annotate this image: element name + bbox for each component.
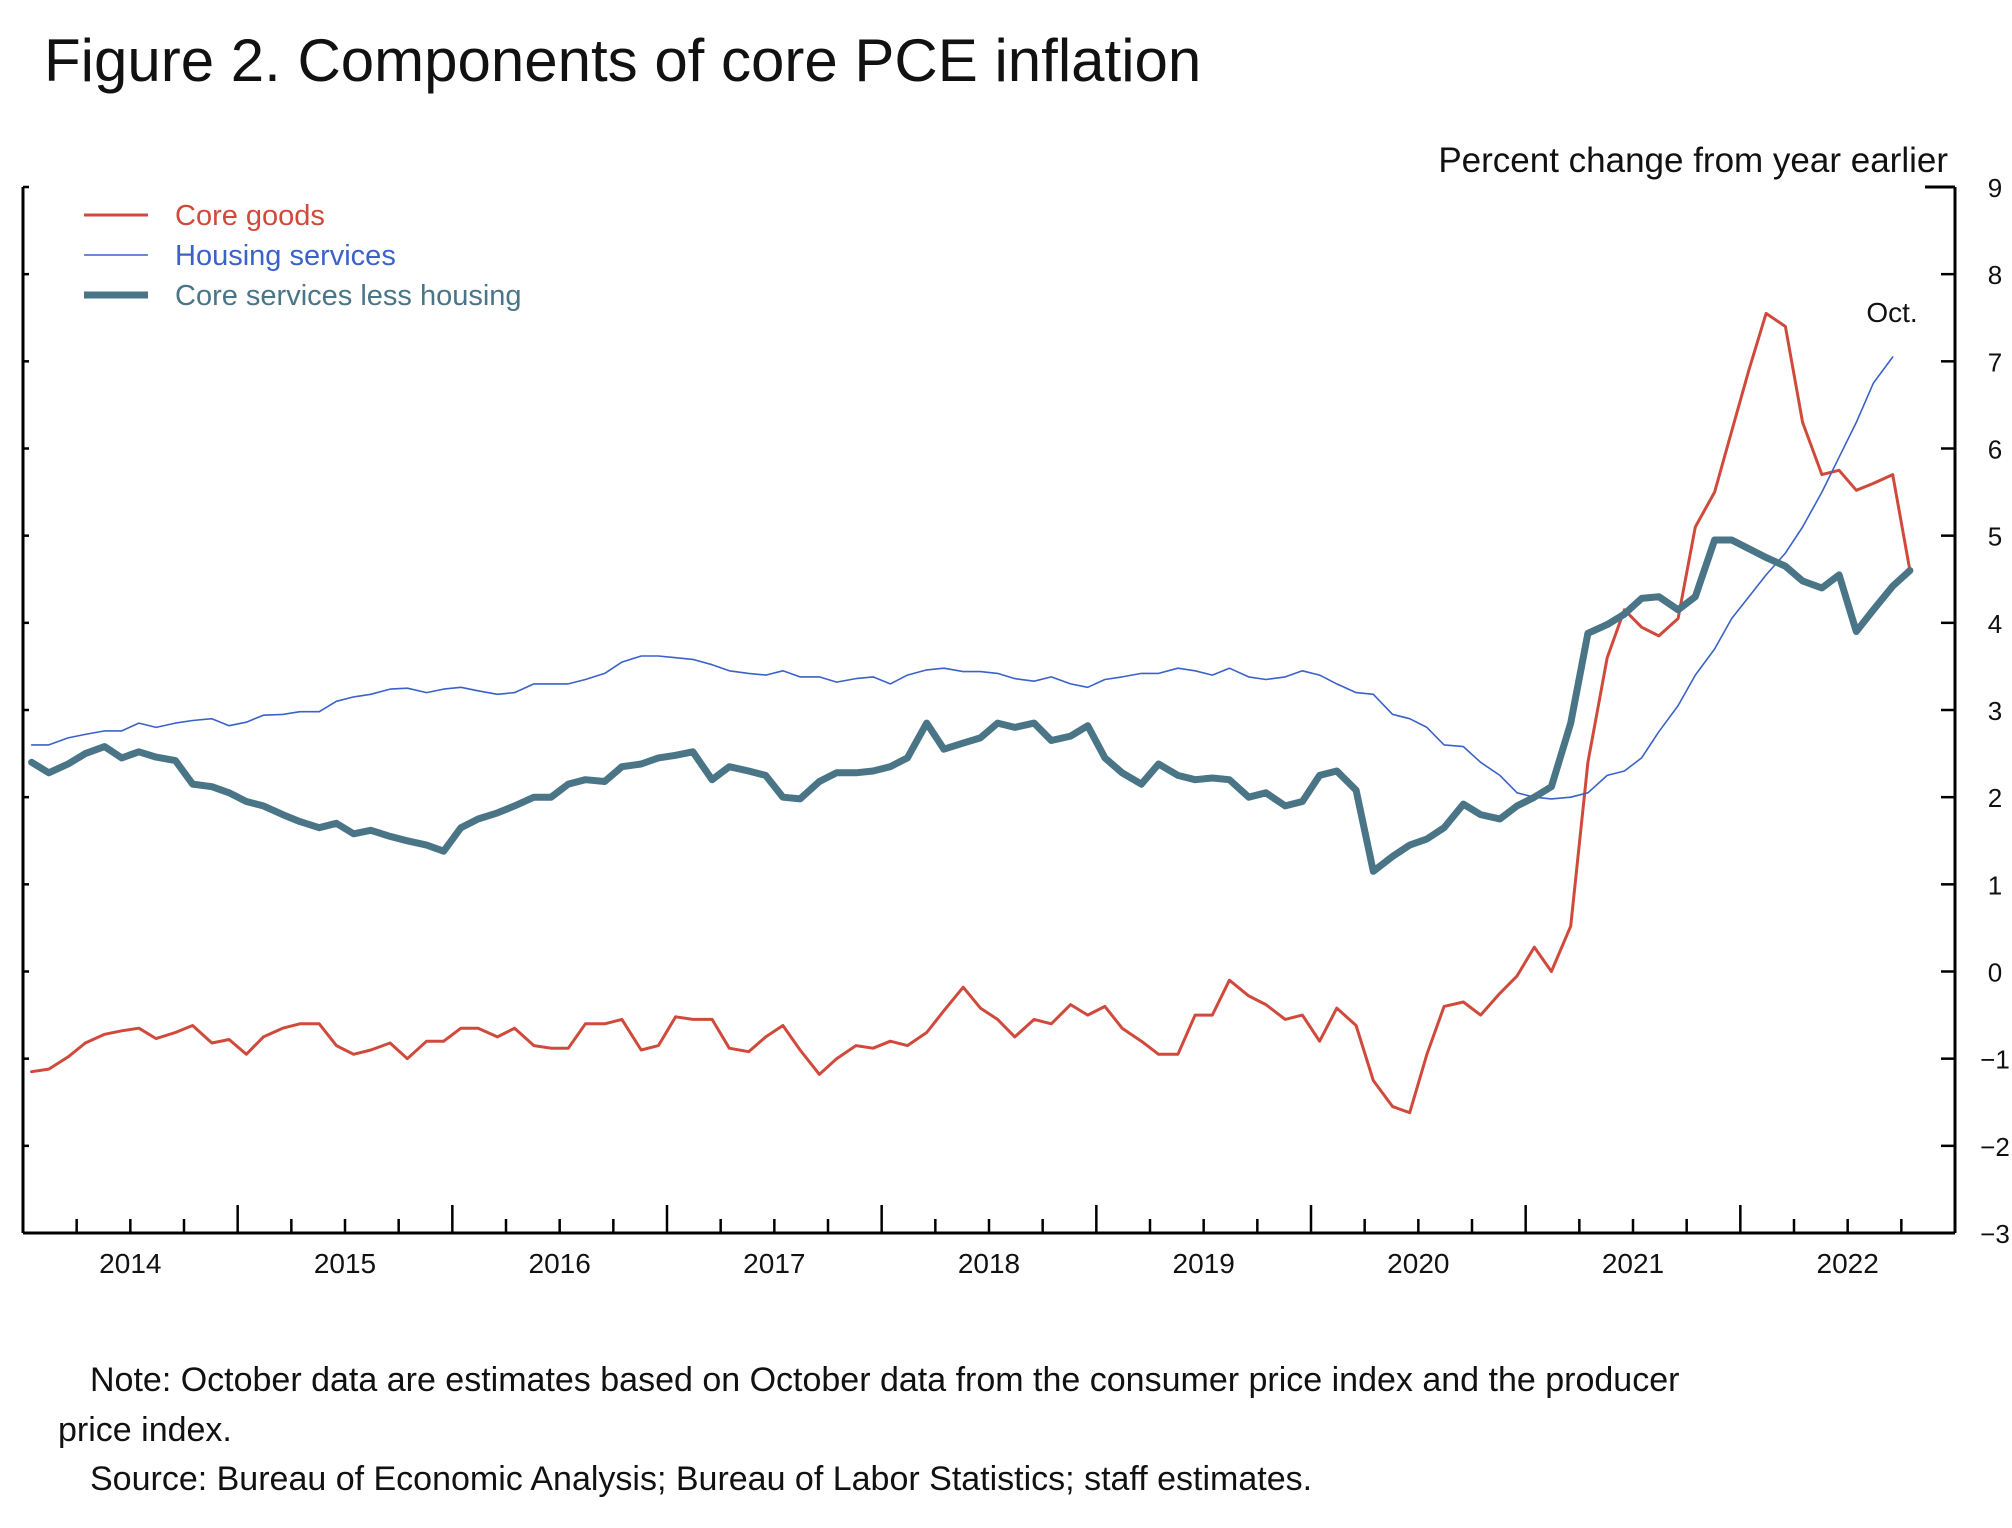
x-tick-label: 2015: [314, 1248, 376, 1279]
y-tick-label: 7: [1988, 347, 2002, 377]
plot-frame: [21, 185, 1957, 1235]
series-line-core-goods: [30, 311, 1912, 1115]
y-tick-label: −3: [1980, 1219, 2010, 1249]
oct-annotation: Oct.: [1866, 297, 1917, 328]
figure-title: Figure 2. Components of core PCE inflati…: [44, 27, 1202, 94]
x-tick-label: 2018: [958, 1248, 1020, 1279]
y-tick-label: 0: [1988, 958, 2002, 988]
y-tick-label: 1: [1988, 870, 2002, 900]
y-axis-label: Percent change from year earlier: [1438, 141, 1948, 180]
x-tick-label: 2021: [1602, 1248, 1664, 1279]
x-tick-label: 2014: [99, 1248, 161, 1279]
note-line-2: price index.: [58, 1411, 232, 1449]
source-note: Source: Bureau of Economic Analysis; Bur…: [90, 1460, 1313, 1498]
y-tick-label: 8: [1988, 260, 2002, 290]
x-tick-label: 2019: [1173, 1248, 1235, 1279]
series-lines: [28, 311, 1914, 1115]
note-line-1: Note: October data are estimates based o…: [90, 1361, 1680, 1399]
x-tick-label: 2016: [529, 1248, 591, 1279]
y-tick-label: 6: [1988, 435, 2002, 465]
y-ticks: −3 −2 −1 0 1 2 3 4 5 6 7 8 9: [23, 173, 2010, 1249]
y-tick-label: −2: [1980, 1132, 2010, 1162]
legend-label-core-services-less-housing: Core services less housing: [175, 280, 522, 312]
series-line-housing-services: [30, 356, 1894, 800]
y-tick-label: 4: [1988, 609, 2002, 639]
x-tick-label: 2020: [1387, 1248, 1449, 1279]
x-tick-label: 2022: [1817, 1248, 1879, 1279]
series-line-core-services-less-housing: [28, 536, 1914, 875]
legend-label-housing-services: Housing services: [175, 240, 396, 272]
legend: Core goods Housing services Core services …: [84, 200, 522, 312]
y-tick-label: 9: [1988, 173, 2002, 203]
y-tick-label: 3: [1988, 696, 2002, 726]
y-tick-label: −1: [1980, 1045, 2010, 1075]
y-tick-label: 2: [1988, 783, 2002, 813]
legend-label-core-goods: Core goods: [175, 200, 325, 232]
y-tick-label: 5: [1988, 522, 2002, 552]
x-tick-label: 2017: [743, 1248, 805, 1279]
x-ticks: 2014 2015 2016 2017 2018 2019 2020 2021 2022: [75, 1205, 1957, 1279]
